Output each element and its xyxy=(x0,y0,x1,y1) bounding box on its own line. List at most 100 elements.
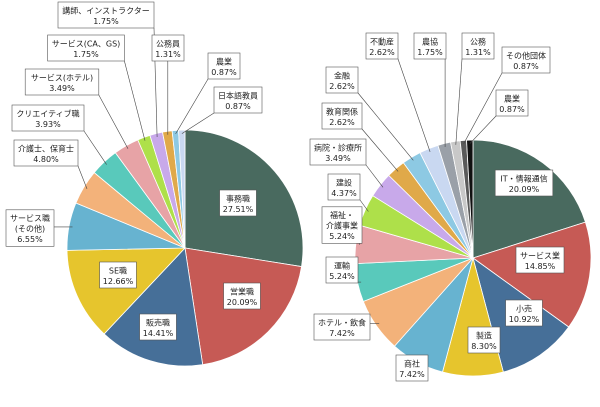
leader-line xyxy=(124,60,146,141)
slice-value-label: 8.30% xyxy=(471,342,497,351)
slice-value-label: 5.24% xyxy=(329,232,355,241)
pie-slice xyxy=(66,247,186,335)
slice-category-label: その他団体 xyxy=(506,50,546,60)
slice-category-label: 農業 xyxy=(504,93,520,103)
slice-value-label: 0.87% xyxy=(211,68,237,77)
slice-label-box xyxy=(505,299,543,327)
leader-line xyxy=(83,130,107,165)
slice-value-label: 20.09% xyxy=(227,298,258,307)
slice-label-box xyxy=(515,246,565,274)
leader-line xyxy=(98,94,129,149)
slice-category-label: 教育関係 xyxy=(326,106,358,116)
slice-label-box xyxy=(11,104,85,132)
slice-category-label: 農業 xyxy=(216,56,232,66)
occupation-pie-chart: 事務職 27.51% 営業職 20.09% 販売職 14.41% SE職 12.66% サービス… xyxy=(5,1,304,367)
slice-category-label: (その他) xyxy=(15,224,45,234)
slice-value-label: 4.80% xyxy=(33,155,59,164)
slice-category-label: クリエイティブ職 xyxy=(16,108,79,118)
slice-category-label: サービス業 xyxy=(520,250,560,260)
slice-value-label: 2.62% xyxy=(329,82,355,91)
slice-label-box xyxy=(207,52,241,80)
slice-labels: 事務職 27.51% 営業職 20.09% 販売職 14.41% SE職 12.66% サービス… xyxy=(5,1,263,341)
slice-category-label: 小売 xyxy=(516,303,532,313)
slice-category-label: 営業職 xyxy=(230,286,254,296)
slice-label-box xyxy=(151,34,185,62)
leader-lines xyxy=(54,27,215,228)
slice-category-label: サービス(ホテル) xyxy=(31,73,93,82)
slice-category-label: サービス職 xyxy=(10,214,50,223)
slice-category-label: 介護事業 xyxy=(326,221,358,231)
slice-category-label: 商社 xyxy=(404,358,420,368)
slice-label-box xyxy=(461,32,495,60)
slice-value-label: 12.66% xyxy=(103,277,134,286)
slice-value-label: 6.55% xyxy=(17,235,43,244)
slice-label-box xyxy=(501,46,551,74)
slice-label-box xyxy=(494,169,554,197)
leader-line xyxy=(469,115,497,144)
slice-category-label: 不動産 xyxy=(370,36,394,46)
slice-category-label: 農協 xyxy=(422,36,438,46)
slice-labels: IT・情報通信 20.09% サービス業 14.85% 小売 10.92% 製造 8.30% 商… xyxy=(309,32,565,382)
slice-category-label: 事務職 xyxy=(226,193,250,203)
leader-line xyxy=(361,128,399,172)
slice-label-box xyxy=(223,282,261,310)
slice-value-label: 3.49% xyxy=(49,84,75,93)
slice-category-label: 公務 xyxy=(470,36,486,46)
slice-category-label: 公務員 xyxy=(156,38,180,48)
slice-value-label: 20.09% xyxy=(509,185,540,194)
slice-label-box xyxy=(365,32,399,60)
slice-label-box xyxy=(313,313,371,341)
slice-category-label: 介護士、保育士 xyxy=(18,143,74,153)
slice-label-box xyxy=(5,209,55,247)
slice-label-box xyxy=(99,261,137,289)
leader-line xyxy=(397,58,431,152)
slice-value-label: 0.87% xyxy=(499,105,525,114)
pie-slice xyxy=(178,129,186,249)
slice-value-label: 5.24% xyxy=(329,272,355,281)
slice-value-label: 27.51% xyxy=(223,205,254,214)
pie-slice xyxy=(472,139,586,259)
slice-label-box xyxy=(325,66,359,94)
slices xyxy=(66,129,304,367)
slice-label-box xyxy=(213,86,263,114)
leader-line xyxy=(181,112,215,134)
slice-category-label: 販売職 xyxy=(146,317,170,327)
slice-category-label: 病院・診療所 xyxy=(314,142,362,152)
slice-label-box xyxy=(413,32,447,60)
leader-line xyxy=(365,164,384,188)
slice-label-box xyxy=(13,139,79,167)
slice-category-label: 福祉・ xyxy=(330,210,354,220)
slice-category-label: IT・情報通信 xyxy=(500,173,547,183)
slice-value-label: 2.62% xyxy=(329,118,355,127)
leader-line xyxy=(77,165,88,190)
leader-line xyxy=(455,58,463,145)
slice-value-label: 1.75% xyxy=(73,50,99,59)
slice-value-label: 1.31% xyxy=(465,48,491,57)
slice-value-label: 0.87% xyxy=(225,102,251,111)
slice-value-label: 7.42% xyxy=(329,329,355,338)
leader-line xyxy=(175,78,209,135)
slice-label-box xyxy=(321,206,363,244)
slice-value-label: 3.49% xyxy=(325,154,351,163)
leader-lines xyxy=(357,58,503,324)
slice-value-label: 14.41% xyxy=(143,329,174,338)
slice-label-box xyxy=(325,256,359,284)
slice-label-box xyxy=(395,354,429,382)
leader-line xyxy=(357,92,414,161)
slice-value-label: 2.62% xyxy=(369,48,395,57)
slice-category-label: SE職 xyxy=(109,266,127,275)
slice-label-box xyxy=(467,326,501,354)
slice-value-label: 7.42% xyxy=(399,370,425,379)
slice-category-label: 日本語教員 xyxy=(218,90,258,100)
slice-label-box xyxy=(321,102,363,130)
slice-value-label: 1.75% xyxy=(417,48,443,57)
slice-label-box xyxy=(57,1,155,29)
industry-pie-chart: IT・情報通信 20.09% サービス業 14.85% 小売 10.92% 製造 8.30% 商… xyxy=(309,32,592,382)
slice-label-box xyxy=(309,138,367,166)
slice-value-label: 4.37% xyxy=(331,189,357,198)
slice-category-label: 講師、インストラクター xyxy=(62,5,150,15)
leader-line xyxy=(359,199,369,212)
slice-category-label: 製造 xyxy=(476,330,492,340)
slice-value-label: 0.87% xyxy=(513,62,539,71)
